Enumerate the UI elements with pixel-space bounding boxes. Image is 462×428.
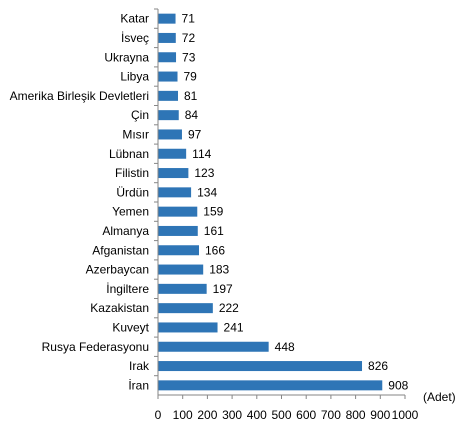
category-label: Yemen [112, 205, 149, 219]
bar [158, 71, 178, 82]
x-tick-label: 400 [247, 408, 267, 422]
bar [158, 361, 363, 372]
value-label: 134 [197, 185, 217, 199]
category-label: İsveç [121, 31, 149, 45]
category-label: İran [128, 378, 149, 392]
x-tick-label: 0 [155, 408, 162, 422]
value-label: 166 [205, 243, 225, 257]
value-labels-group: 71 72 73 79 81 84 97 114 123 134 159 161 166 183 197 22… [182, 12, 409, 393]
value-label: 97 [188, 127, 202, 141]
value-label: 908 [388, 378, 408, 392]
category-label: Ürdün [116, 185, 149, 199]
category-label: Lübnan [109, 147, 149, 161]
value-label: 81 [184, 89, 198, 103]
x-tick-label: 900 [370, 408, 390, 422]
category-label: Ukrayna [104, 50, 149, 64]
value-label: 222 [219, 301, 239, 315]
bar [158, 283, 207, 294]
value-label: 114 [192, 147, 211, 161]
x-tick-label: 800 [346, 408, 366, 422]
value-label: 84 [185, 108, 199, 122]
category-label: Libya [120, 70, 149, 84]
value-label: 123 [194, 166, 214, 180]
x-ticks-group: 0 100 200 300 400 500 600 700 800 900 1000 [154, 8, 419, 422]
value-label: 73 [182, 50, 196, 64]
category-label: Filistin [115, 166, 149, 180]
category-label: Irak [129, 359, 150, 373]
bar [158, 380, 383, 391]
category-label: Afganistan [92, 243, 149, 257]
bar [158, 52, 177, 63]
bar [158, 225, 198, 236]
bar [158, 245, 200, 256]
bar [158, 13, 176, 24]
bar [158, 129, 182, 140]
value-label: 183 [209, 263, 229, 277]
value-label: 241 [224, 320, 244, 334]
value-label: 71 [182, 12, 196, 26]
bar [158, 187, 192, 198]
bar [158, 148, 187, 159]
value-label: 79 [184, 70, 198, 84]
x-tick-label: 700 [321, 408, 341, 422]
bar [158, 341, 269, 352]
bar [158, 206, 198, 217]
value-label: 159 [203, 205, 223, 219]
x-tick-label: 300 [222, 408, 242, 422]
category-label: İngiltere [106, 282, 149, 296]
category-label: Azerbaycan [86, 263, 149, 277]
x-axis-unit-label: (Adet) [423, 390, 456, 404]
bar [158, 90, 179, 101]
x-tick-label: 100 [173, 408, 193, 422]
category-label: Almanya [102, 224, 149, 238]
bar [158, 264, 204, 275]
value-label: 448 [275, 340, 295, 354]
x-tick-label: 200 [197, 408, 217, 422]
category-label: Çin [131, 108, 149, 122]
x-tick-label: 600 [296, 408, 316, 422]
category-label: Katar [120, 12, 149, 26]
bar [158, 322, 218, 333]
value-label: 72 [182, 31, 196, 45]
category-label: Mısır [122, 127, 149, 141]
bar [158, 303, 213, 314]
category-labels-group: Katar İsveç Ukrayna Libya Amerika Birleşik D… [10, 12, 150, 393]
value-label: 197 [213, 282, 233, 296]
category-label: Rusya Federasyonu [42, 340, 149, 354]
value-label: 826 [368, 359, 388, 373]
bar [158, 32, 176, 43]
bars-group [158, 13, 383, 391]
value-label: 161 [204, 224, 224, 238]
bar [158, 168, 189, 179]
category-label: Kazakistan [90, 301, 149, 315]
x-tick-label: 1000 [392, 408, 419, 422]
bar [158, 110, 179, 121]
category-label: Kuveyt [112, 320, 149, 334]
x-tick-label: 500 [271, 408, 291, 422]
category-label: Amerika Birleşik Devletleri [10, 89, 149, 103]
